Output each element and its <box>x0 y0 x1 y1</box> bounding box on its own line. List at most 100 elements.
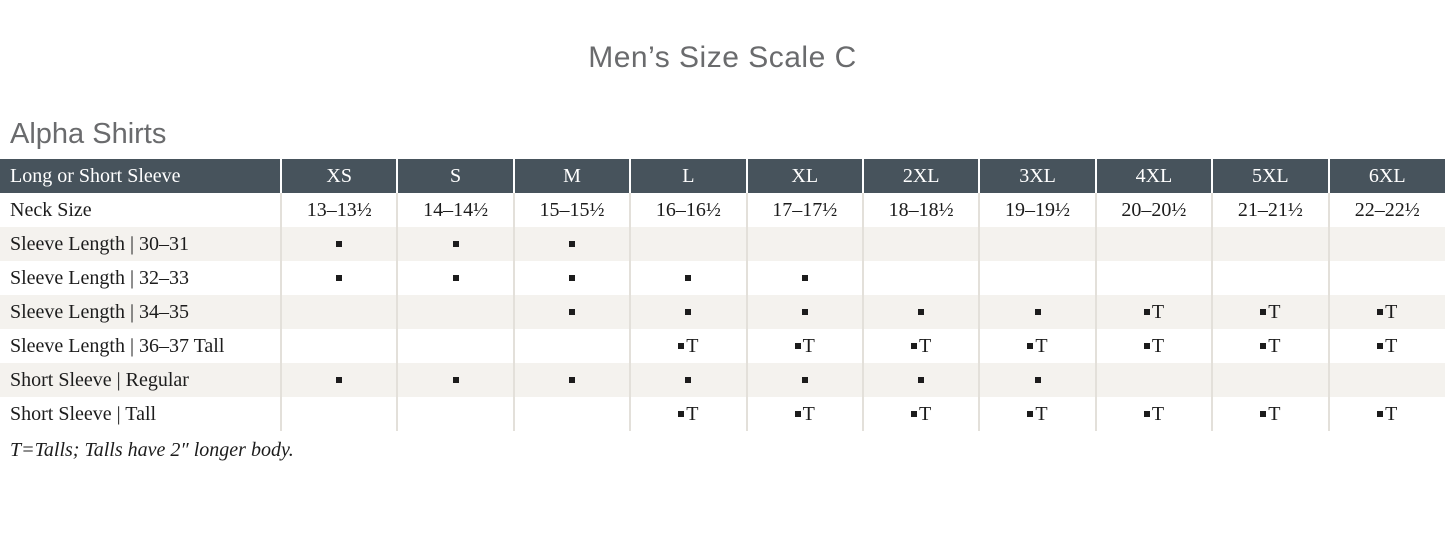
empty-cell <box>979 261 1097 295</box>
availability-mark-cell <box>513 363 632 397</box>
header-cell-size: 4XL <box>1095 159 1214 193</box>
header-cell-size: 2XL <box>862 159 981 193</box>
tall-mark: T <box>686 403 699 425</box>
size-table: Long or Short Sleeve XS S M L XL 2XL 3XL 4XL 5XL 6… <box>0 159 1445 431</box>
table-row: Sleeve Length | 34–35 T T T <box>0 295 1445 329</box>
availability-tall-mark-cell: T <box>1212 329 1330 363</box>
empty-cell <box>1212 363 1330 397</box>
availability-mark-cell <box>746 295 864 329</box>
size-value-cell: 18–18½ <box>862 193 981 227</box>
size-value-cell: 16–16½ <box>630 193 748 227</box>
square-mark-icon <box>918 377 925 384</box>
availability-mark-cell <box>281 261 399 295</box>
availability-tall-mark-cell: T <box>630 397 748 431</box>
empty-cell <box>513 397 632 431</box>
availability-mark-cell <box>746 261 864 295</box>
square-mark-icon <box>1377 343 1384 350</box>
square-mark-icon <box>568 377 575 384</box>
availability-tall-mark-cell: T <box>1329 295 1445 329</box>
square-mark-icon <box>678 343 685 350</box>
availability-mark-cell <box>397 363 515 397</box>
availability-mark-cell <box>513 295 632 329</box>
empty-cell <box>397 397 515 431</box>
availability-tall-mark-cell: T <box>746 397 864 431</box>
tall-mark: T <box>1268 301 1281 323</box>
empty-cell <box>1095 227 1214 261</box>
tall-mark: T <box>802 403 815 425</box>
square-mark-icon <box>918 309 925 316</box>
availability-mark-cell <box>630 363 748 397</box>
header-cell-size: XS <box>281 159 399 193</box>
square-mark-icon <box>801 377 808 384</box>
square-mark-icon <box>1143 343 1150 350</box>
availability-mark-cell <box>397 261 515 295</box>
availability-mark-cell <box>862 363 981 397</box>
row-label: Short Sleeve | Tall <box>0 397 282 431</box>
tall-mark: T <box>686 335 699 357</box>
header-cell-size: S <box>397 159 515 193</box>
header-cell-row-label: Long or Short Sleeve <box>0 159 282 193</box>
tall-mark: T <box>1268 335 1281 357</box>
square-mark-icon <box>1260 309 1267 316</box>
square-mark-icon <box>801 275 808 282</box>
square-mark-icon <box>685 377 692 384</box>
empty-cell <box>979 227 1097 261</box>
row-label: Sleeve Length | 36–37 Tall <box>0 329 282 363</box>
availability-tall-mark-cell: T <box>1095 329 1214 363</box>
availability-tall-mark-cell: T <box>1095 397 1214 431</box>
empty-cell <box>281 329 399 363</box>
row-label: Neck Size <box>0 193 282 227</box>
availability-tall-mark-cell: T <box>1095 295 1214 329</box>
empty-cell <box>397 329 515 363</box>
square-mark-icon <box>336 377 343 384</box>
square-mark-icon <box>568 275 575 282</box>
square-mark-icon <box>1143 411 1150 418</box>
tall-mark: T <box>1035 403 1048 425</box>
square-mark-icon <box>1027 411 1034 418</box>
availability-mark-cell <box>862 295 981 329</box>
availability-tall-mark-cell: T <box>862 329 981 363</box>
tall-mark: T <box>1151 403 1165 425</box>
square-mark-icon <box>568 241 575 248</box>
header-cell-size: M <box>513 159 632 193</box>
table-footnote: T=Talls; Talls have 2″ longer body. <box>10 439 294 461</box>
square-mark-icon <box>452 241 459 248</box>
square-mark-icon <box>1377 411 1384 418</box>
row-label: Sleeve Length | 32–33 <box>0 261 282 295</box>
square-mark-icon <box>1260 411 1267 418</box>
table-row: Sleeve Length | 36–37 Tall T T T T T T T <box>0 329 1445 363</box>
square-mark-icon <box>794 411 801 418</box>
empty-cell <box>397 295 515 329</box>
square-mark-icon <box>911 411 918 418</box>
tall-mark: T <box>919 403 932 425</box>
square-mark-icon <box>568 309 575 316</box>
header-cell-size: 6XL <box>1328 159 1445 193</box>
availability-mark-cell <box>979 363 1097 397</box>
size-value-cell: 21–21½ <box>1212 193 1330 227</box>
tall-mark: T <box>1151 335 1165 357</box>
empty-cell <box>1329 261 1445 295</box>
square-mark-icon <box>794 343 801 350</box>
availability-tall-mark-cell: T <box>1212 295 1330 329</box>
tall-mark: T <box>1035 335 1048 357</box>
availability-mark-cell <box>513 227 632 261</box>
header-cell-size: XL <box>746 159 864 193</box>
availability-tall-mark-cell: T <box>630 329 748 363</box>
empty-cell <box>1095 261 1214 295</box>
table-row: Sleeve Length | 32–33 <box>0 261 1445 295</box>
square-mark-icon <box>678 411 685 418</box>
square-mark-icon <box>336 275 343 282</box>
section-heading: Alpha Shirts <box>10 118 167 150</box>
page-title: Men’s Size Scale C <box>588 41 857 74</box>
size-chart-page: Men’s Size Scale C Alpha Shirts Long or … <box>0 42 1445 548</box>
square-mark-icon <box>1034 377 1041 384</box>
tall-mark: T <box>919 335 932 357</box>
tall-mark: T <box>1385 301 1398 323</box>
square-mark-icon <box>1027 343 1034 350</box>
availability-mark-cell <box>281 227 399 261</box>
header-cell-size: L <box>630 159 748 193</box>
square-mark-icon <box>685 309 692 316</box>
table-row: Sleeve Length | 30–31 <box>0 227 1445 261</box>
square-mark-icon <box>1143 309 1150 316</box>
availability-mark-cell <box>513 261 632 295</box>
